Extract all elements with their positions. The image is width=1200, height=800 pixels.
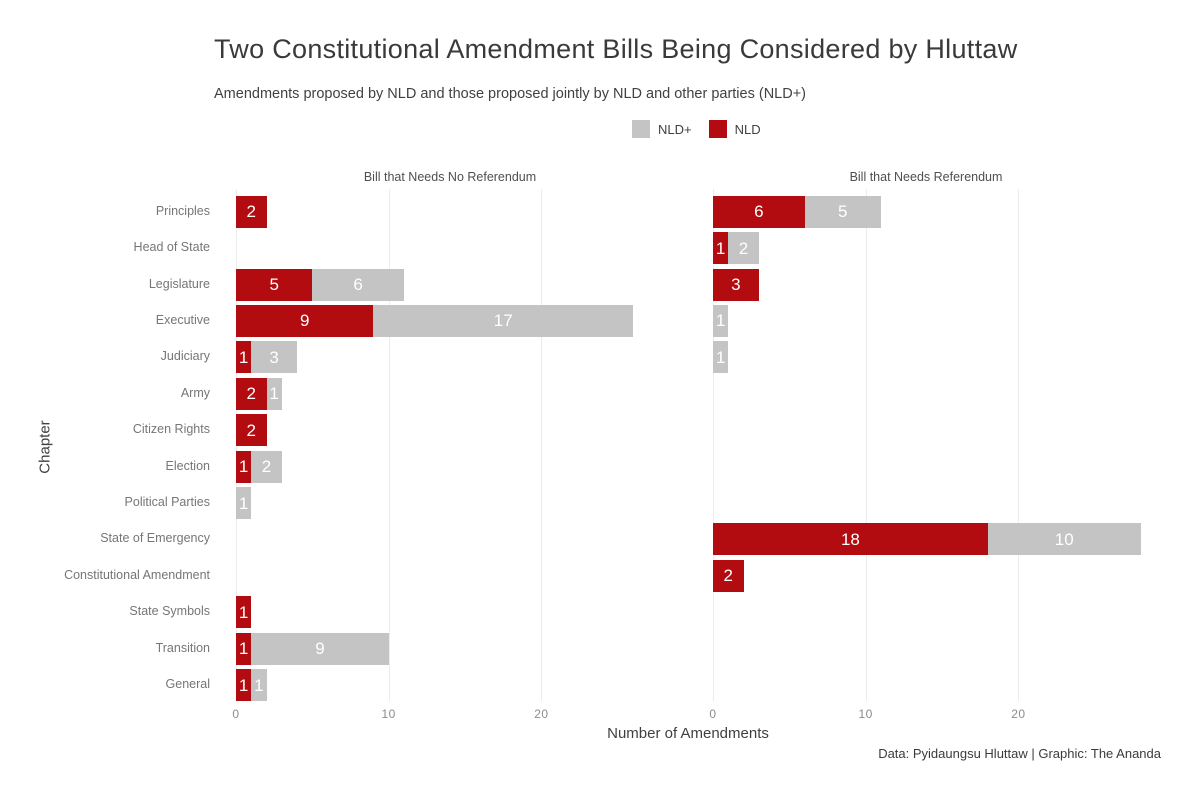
bar-value-label: 2 xyxy=(261,457,272,477)
x-tick-label: 10 xyxy=(381,707,396,721)
bar-value-label: 1 xyxy=(238,675,249,695)
bar-segment-nld: 6 xyxy=(713,195,805,228)
bar-segment-nld-plus: 10 xyxy=(987,523,1141,556)
bar-segment-nld: 18 xyxy=(713,523,988,556)
bar-value-label: 17 xyxy=(493,311,513,331)
bar-value-label: 5 xyxy=(838,202,848,222)
gridline xyxy=(541,189,543,701)
category-label: Transition xyxy=(155,640,210,655)
gridline xyxy=(1018,189,1020,701)
bar-segment-nld: 2 xyxy=(236,414,267,447)
x-tick-label: 20 xyxy=(1011,707,1026,721)
x-tick-label: 0 xyxy=(709,707,717,721)
bar-value-label: 3 xyxy=(731,275,741,295)
x-tick-label: 10 xyxy=(858,707,873,721)
bar-value-label: 2 xyxy=(738,238,749,258)
bar-value-label: 1 xyxy=(238,602,249,622)
bar-segment-nld: 2 xyxy=(236,195,267,228)
bar-value-label: 5 xyxy=(269,275,279,295)
bar-value-label: 6 xyxy=(353,275,363,295)
bar-segment-nld: 2 xyxy=(236,377,267,410)
bar-value-label: 10 xyxy=(1054,529,1074,549)
bar-value-label: 1 xyxy=(715,347,726,367)
category-label: Citizen Rights xyxy=(132,422,210,437)
bar-value-label: 1 xyxy=(238,493,249,513)
gridline xyxy=(388,189,390,701)
bar-value-label: 6 xyxy=(754,202,764,222)
category-label: State Symbols xyxy=(129,604,210,619)
category-label: Election xyxy=(165,458,210,473)
bar-segment-nld: 1 xyxy=(713,232,729,265)
bar-segment-nld-plus: 1 xyxy=(236,487,252,520)
gridline xyxy=(713,189,714,701)
bar-segment-nld-plus: 1 xyxy=(713,341,729,374)
bar-segment-nld-plus: 17 xyxy=(373,304,633,337)
category-label: Political Parties xyxy=(124,495,210,510)
x-tick-label: 20 xyxy=(534,707,549,721)
bar-segment-nld-plus: 9 xyxy=(251,632,389,665)
bar-value-label: 1 xyxy=(238,457,249,477)
bar-value-label: 1 xyxy=(238,639,249,659)
x-tick-label: 0 xyxy=(232,707,240,721)
category-label: Constitutional Amendment xyxy=(64,567,210,582)
bar-segment-nld: 3 xyxy=(713,268,759,301)
bar-value-label: 18 xyxy=(840,529,860,549)
legend-label-nld: NLD xyxy=(734,121,761,137)
bar-value-label: 1 xyxy=(238,347,249,367)
category-label: State of Emergency xyxy=(100,531,210,546)
bar-value-label: 1 xyxy=(269,384,279,404)
chart-title: Two Constitutional Amendment Bills Being… xyxy=(214,34,1018,64)
legend-label-nld-plus: NLD+ xyxy=(658,121,692,137)
bar-segment-nld: 1 xyxy=(236,341,252,374)
category-label: Army xyxy=(180,385,210,400)
bar-segment-nld-plus: 5 xyxy=(804,195,881,228)
legend: NLD+ NLD xyxy=(632,120,761,138)
category-label: Judiciary xyxy=(160,349,210,364)
bar-segment-nld: 1 xyxy=(236,450,252,483)
panel-title-referendum: Bill that Needs Referendum xyxy=(849,170,1003,184)
bar-segment-nld: 1 xyxy=(236,596,252,629)
bar-segment-nld-plus: 2 xyxy=(251,450,282,483)
bar-segment-nld: 1 xyxy=(236,632,252,665)
bar-value-label: 2 xyxy=(246,384,256,404)
gridline xyxy=(865,189,867,701)
panel-title-no-referendum: Bill that Needs No Referendum xyxy=(363,170,537,184)
bar-value-label: 1 xyxy=(254,675,264,695)
category-label: Executive xyxy=(155,312,210,327)
bar-value-label: 2 xyxy=(246,420,256,440)
bar-value-label: 1 xyxy=(715,238,726,258)
x-axis-title: Number of Amendments xyxy=(607,725,769,742)
bar-value-label: 2 xyxy=(723,566,733,586)
bar-segment-nld-plus: 6 xyxy=(312,268,404,301)
category-label: General xyxy=(165,677,210,692)
bar-segment-nld-plus: 1 xyxy=(266,377,282,410)
category-label: Head of State xyxy=(133,240,210,255)
bar-segment-nld-plus: 3 xyxy=(251,341,298,374)
bar-value-label: 1 xyxy=(715,311,726,331)
bar-segment-nld: 2 xyxy=(713,559,744,592)
chart-subtitle: Amendments proposed by NLD and those pro… xyxy=(214,86,807,102)
bar-segment-nld-plus: 1 xyxy=(251,669,267,702)
bar-segment-nld-plus: 1 xyxy=(713,304,729,337)
category-label: Principles xyxy=(155,203,210,218)
source-credit: Data: Pyidaungsu Hluttaw | Graphic: The … xyxy=(878,746,1161,761)
bar-segment-nld: 9 xyxy=(236,304,374,337)
category-label: Legislature xyxy=(148,276,210,291)
legend-swatch-nld-plus xyxy=(632,120,650,138)
legend-swatch-nld xyxy=(708,120,727,138)
bar-value-label: 2 xyxy=(246,202,256,222)
bar-segment-nld-plus: 2 xyxy=(728,232,759,265)
bar-segment-nld: 5 xyxy=(236,268,313,301)
y-axis-title: Chapter xyxy=(36,420,54,474)
bar-segment-nld: 1 xyxy=(236,669,252,702)
bar-value-label: 3 xyxy=(269,347,279,367)
bar-value-label: 9 xyxy=(299,311,310,331)
bar-value-label: 9 xyxy=(315,639,325,659)
